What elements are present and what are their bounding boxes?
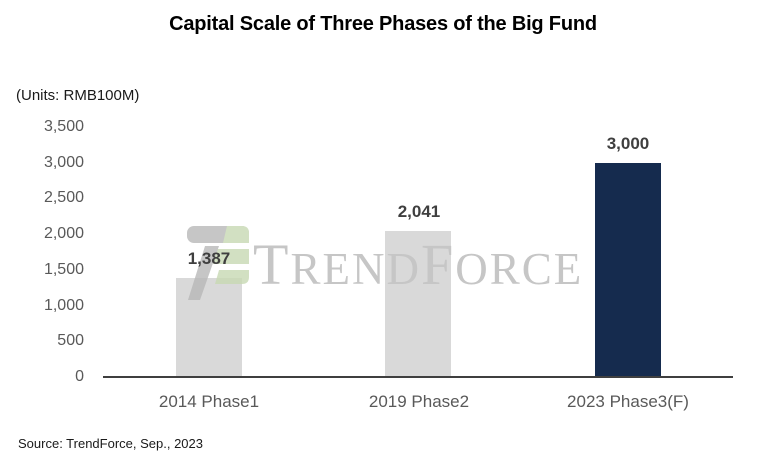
x-axis-line [103,376,733,378]
bar-value-label-2023: 3,000 [606,134,650,153]
x-category-2019-phase2: 2019 Phase2 [368,392,470,411]
x-category-2014-phase1: 2014 Phase1 [158,392,260,411]
bar-value-label-2019: 2,041 [397,202,441,221]
bar-value-label-2014: 1,387 [187,249,231,268]
source-text: Source: TrendForce, Sep., 2023 [18,436,203,451]
bar-2023-phase3 [595,163,661,377]
y-tick-1000: 1,000 [43,297,84,314]
chart-title: Capital Scale of Three Phases of the Big… [169,13,597,35]
y-tick-0: 0 [75,368,84,385]
y-tick-3500: 3,500 [43,118,84,135]
y-tick-3000: 3,000 [43,154,84,171]
bar-2019-phase2 [385,231,451,377]
y-tick-500: 500 [57,332,84,349]
y-tick-1500: 1,500 [43,261,84,278]
x-category-2023-phase3: 2023 Phase3(F) [567,392,689,411]
y-tick-2000: 2,000 [43,225,84,242]
watermark-letters: ORCE [455,244,584,294]
bar-2014-phase1 [176,278,242,377]
y-tick-2500: 2,500 [43,189,84,206]
units-label: (Units: RMB100M) [16,87,140,104]
